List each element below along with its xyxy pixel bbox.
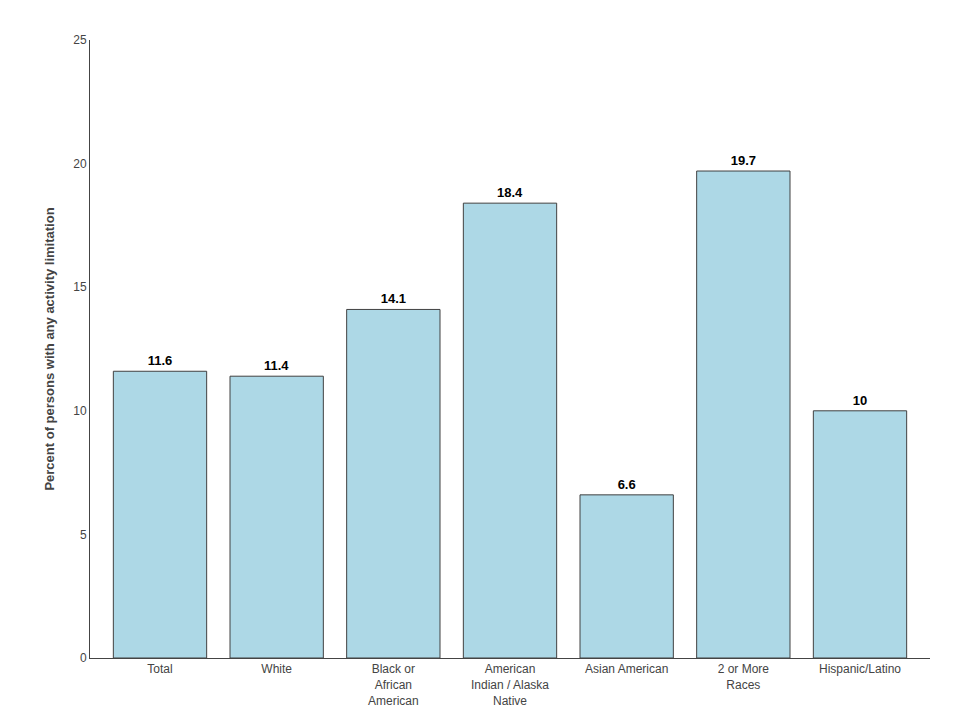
- svg-text:10: 10: [73, 404, 87, 418]
- svg-text:5: 5: [80, 528, 87, 542]
- svg-text:Black orAfricanAmerican: Black orAfricanAmerican: [368, 662, 419, 707]
- svg-text:19.7: 19.7: [731, 153, 756, 168]
- svg-text:14.1: 14.1: [381, 291, 406, 306]
- svg-text:White: White: [261, 662, 292, 676]
- svg-text:11.6: 11.6: [148, 353, 173, 368]
- svg-text:25: 25: [73, 33, 87, 47]
- svg-text:15: 15: [73, 280, 87, 294]
- svg-text:Asian American: Asian American: [585, 662, 668, 676]
- svg-text:20: 20: [73, 157, 87, 171]
- svg-text:18.4: 18.4: [497, 185, 523, 200]
- svg-text:2 or MoreRaces: 2 or MoreRaces: [718, 662, 770, 692]
- svg-text:AmericanIndian / AlaskaNative: AmericanIndian / AlaskaNative: [471, 662, 549, 707]
- svg-text:Percent of persons with any ac: Percent of persons with any activity lim…: [42, 207, 57, 490]
- svg-text:0: 0: [80, 651, 87, 665]
- svg-text:11.4: 11.4: [264, 358, 289, 373]
- svg-text:Total: Total: [147, 662, 172, 676]
- svg-text:Hispanic/Latino: Hispanic/Latino: [819, 662, 901, 676]
- svg-text:10: 10: [853, 393, 867, 408]
- svg-text:6.6: 6.6: [618, 477, 636, 492]
